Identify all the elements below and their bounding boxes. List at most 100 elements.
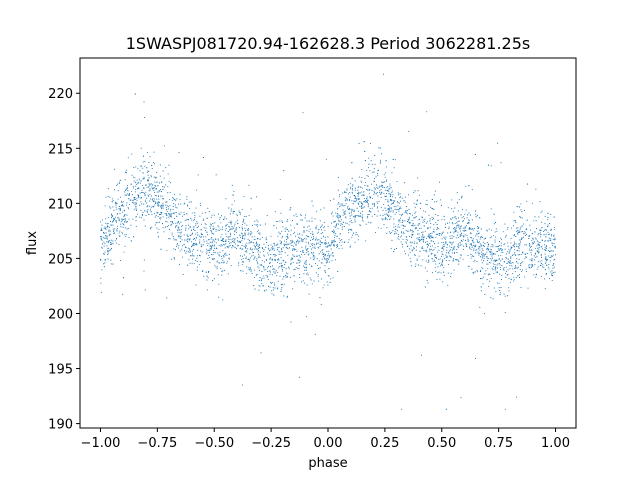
data-point: [276, 244, 278, 246]
data-point: [535, 227, 538, 230]
data-point: [319, 297, 321, 299]
data-point: [500, 248, 502, 250]
data-point: [221, 239, 224, 241]
data-point: [193, 255, 195, 257]
data-point: [294, 231, 296, 233]
data-point: [549, 271, 551, 273]
data-point: [101, 229, 103, 231]
data-point: [314, 333, 316, 335]
data-point: [199, 242, 201, 244]
data-point: [453, 227, 456, 229]
data-point: [388, 190, 390, 192]
data-point: [457, 243, 459, 245]
data-point: [274, 245, 276, 247]
data-point: [382, 182, 384, 184]
data-point: [408, 194, 410, 196]
data-point: [173, 258, 175, 260]
data-point: [280, 253, 282, 255]
data-point: [144, 289, 146, 291]
data-point: [544, 223, 546, 225]
data-point: [256, 242, 258, 244]
data-point: [205, 271, 207, 273]
data-point: [274, 272, 276, 274]
data-point: [298, 264, 300, 267]
data-point: [312, 259, 314, 261]
data-point: [343, 210, 345, 213]
data-point: [361, 210, 363, 213]
data-point: [169, 192, 171, 194]
data-point: [474, 154, 476, 156]
data-point: [185, 239, 187, 241]
data-point: [179, 199, 181, 201]
data-point: [317, 274, 319, 276]
data-point: [460, 225, 463, 227]
data-point: [540, 211, 542, 214]
data-point: [383, 218, 385, 220]
data-point: [125, 233, 127, 236]
data-point: [451, 242, 453, 244]
data-point: [209, 245, 212, 247]
data-point: [295, 262, 298, 264]
data-point: [125, 194, 127, 196]
data-point: [310, 232, 312, 234]
data-point: [535, 256, 537, 259]
data-point: [477, 251, 479, 253]
data-point: [304, 238, 306, 240]
data-point: [387, 208, 389, 210]
data-point: [201, 234, 204, 236]
data-point: [149, 187, 151, 189]
data-point: [491, 257, 493, 259]
data-point: [142, 211, 144, 213]
data-point: [107, 235, 109, 237]
data-point: [317, 231, 319, 233]
data-point: [315, 237, 317, 239]
data-point: [154, 216, 156, 218]
data-point: [139, 182, 141, 184]
data-point: [111, 214, 113, 217]
data-point: [495, 228, 497, 230]
data-point: [435, 222, 437, 224]
data-point: [195, 237, 197, 239]
data-point: [324, 270, 326, 272]
data-point: [361, 177, 363, 179]
data-point: [505, 276, 507, 278]
data-point: [399, 193, 401, 195]
data-point: [496, 260, 498, 262]
data-point: [359, 198, 361, 200]
data-point: [475, 210, 477, 212]
data-point: [517, 266, 519, 268]
data-point: [361, 219, 364, 221]
data-point: [366, 198, 368, 200]
data-point: [531, 258, 533, 260]
data-point: [338, 247, 340, 250]
data-point: [260, 352, 262, 354]
data-point: [553, 259, 555, 261]
data-point: [198, 263, 200, 266]
data-point: [244, 222, 246, 224]
data-point: [354, 241, 356, 243]
data-point: [520, 231, 522, 233]
data-point: [241, 259, 243, 261]
data-point: [429, 226, 431, 228]
data-point: [167, 224, 169, 227]
data-point: [218, 226, 220, 228]
data-point: [139, 170, 141, 172]
data-point: [486, 256, 488, 258]
data-point: [208, 270, 210, 273]
data-point: [350, 219, 352, 221]
data-point: [448, 226, 450, 228]
data-point: [178, 223, 180, 225]
data-point: [487, 249, 489, 251]
data-point: [118, 181, 121, 183]
data-point: [479, 238, 481, 240]
data-point: [228, 236, 230, 238]
data-point: [166, 221, 168, 223]
data-point: [498, 283, 500, 285]
data-point: [526, 244, 528, 246]
data-point: [505, 235, 507, 237]
data-point: [197, 222, 199, 224]
data-point: [194, 217, 196, 219]
data-point: [485, 270, 487, 272]
data-point: [286, 228, 289, 231]
data-point: [116, 208, 118, 210]
